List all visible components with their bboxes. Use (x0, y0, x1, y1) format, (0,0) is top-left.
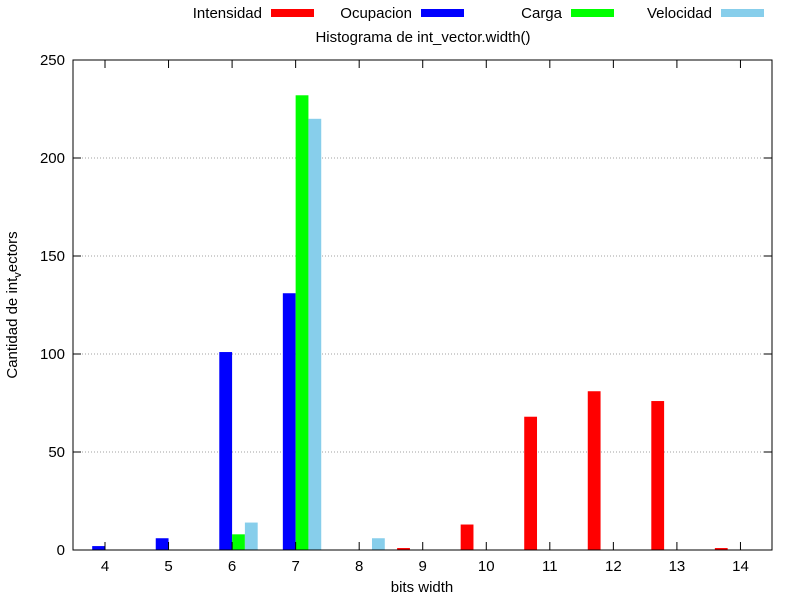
bar (460, 524, 474, 550)
legend-swatch (271, 9, 314, 17)
legend-swatch (421, 9, 464, 17)
bar (155, 538, 169, 550)
bar (587, 391, 601, 550)
y-axis-label-subscript: v (12, 272, 24, 278)
legend-label: Ocupacion (340, 5, 412, 22)
legend: Intensidad Ocupacion Carga Velocidad (193, 5, 764, 22)
bar (232, 534, 245, 550)
bar (714, 548, 728, 550)
x-tick-label: 8 (355, 558, 363, 575)
x-tick-label: 14 (732, 558, 749, 575)
x-tick-label: 13 (669, 558, 686, 575)
x-tick-label: 12 (605, 558, 622, 575)
y-tick-label: 0 (57, 542, 65, 559)
legend-swatch (571, 9, 614, 17)
bar (219, 352, 233, 550)
ticks-layer: 0 50 100 150 200 250 4 5 6 7 8 9 10 11 12 13 14 (40, 52, 772, 575)
bar (371, 538, 385, 550)
y-tick-label: 100 (40, 346, 65, 363)
legend-label: Velocidad (647, 5, 712, 22)
y-tick-label: 250 (40, 52, 65, 69)
x-tick-label: 4 (101, 558, 109, 575)
x-axis-label: bits width (391, 579, 454, 596)
bar (282, 293, 296, 550)
x-tick-label: 5 (164, 558, 172, 575)
bar (651, 401, 665, 550)
legend-swatch (721, 9, 764, 17)
legend-label: Intensidad (193, 5, 262, 22)
x-tick-label: 10 (478, 558, 495, 575)
y-axis-label-main: Cantidad de int (4, 277, 21, 379)
grid-layer (73, 157, 772, 453)
x-tick-label: 6 (228, 558, 236, 575)
chart-title: Histograma de int_vector.width() (315, 29, 530, 46)
plot-frame (72, 59, 773, 551)
bar (524, 416, 538, 550)
bar (397, 548, 410, 550)
y-axis-label: Cantidad de intvectors (4, 231, 24, 378)
bar (308, 118, 322, 551)
bar (92, 546, 105, 550)
x-tick-label: 11 (542, 558, 558, 575)
x-tick-label: 7 (291, 558, 299, 575)
legend-label: Carga (521, 5, 563, 22)
y-tick-label: 50 (48, 444, 65, 461)
y-tick-label: 150 (40, 248, 65, 265)
y-tick-label: 200 (40, 150, 65, 167)
bar (295, 95, 309, 550)
y-axis-label-tail: ectors (4, 231, 21, 272)
x-tick-label: 9 (419, 558, 427, 575)
bars-layer (92, 95, 728, 551)
bar (244, 522, 258, 550)
